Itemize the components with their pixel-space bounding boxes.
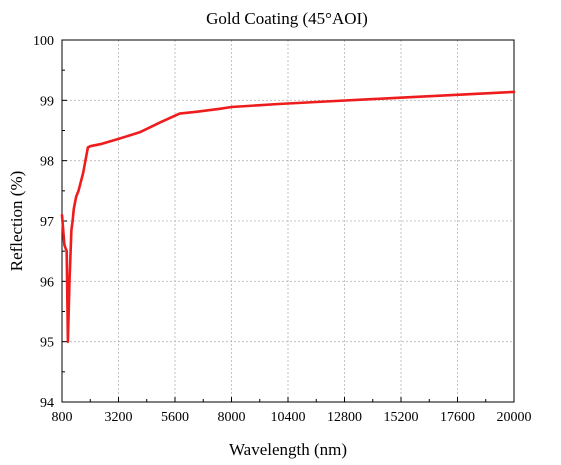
- y-tick-label: 96: [40, 275, 54, 290]
- x-axis-label: Wavelength (nm): [229, 440, 347, 459]
- y-axis-label: Reflection (%): [7, 171, 26, 272]
- reflection-series-line: [60, 90, 516, 344]
- x-tick-label: 10400: [271, 410, 306, 425]
- x-tick-label: 8000: [218, 410, 246, 425]
- x-tick-label: 800: [52, 410, 73, 425]
- x-tick-label: 3200: [105, 410, 133, 425]
- y-tick-label: 97: [40, 215, 54, 230]
- x-tick-label: 17600: [440, 410, 475, 425]
- y-tick-label: 99: [40, 94, 54, 109]
- x-tick-label: 5600: [161, 410, 189, 425]
- x-tick-label: 12800: [327, 410, 362, 425]
- axis-ticks: 800 3200 5600 8000 10400 12800 15200 17600 20000…: [33, 34, 532, 425]
- y-tick-label: 95: [40, 336, 54, 351]
- chart-title: Gold Coating (45°AOI): [206, 9, 368, 28]
- y-tick-label: 94: [40, 396, 54, 411]
- x-tick-label: 15200: [384, 410, 419, 425]
- grid: [62, 40, 514, 402]
- x-tick-label: 20000: [497, 410, 532, 425]
- y-tick-label: 98: [40, 155, 54, 170]
- series-layer: [60, 90, 516, 344]
- y-tick-label: 100: [33, 34, 54, 49]
